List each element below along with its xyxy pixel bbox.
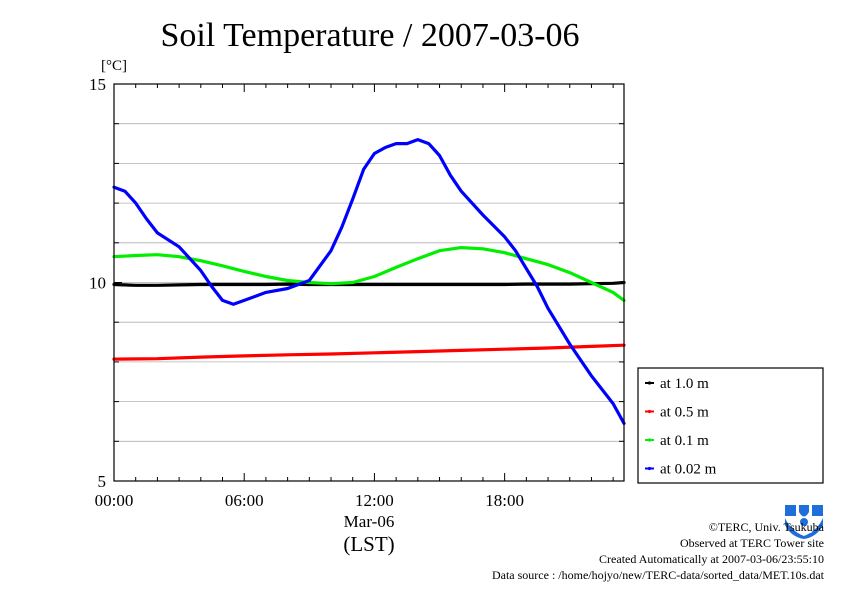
legend-label: at 0.5 m (660, 405, 709, 421)
x-unit-label: (LST) (343, 532, 394, 556)
created-text: Created Automatically at 2007-03-06/23:5… (599, 552, 824, 566)
x-tick-label: 00:00 (95, 491, 134, 510)
y-tick-label: 5 (98, 472, 107, 491)
logo-text: TERC (796, 529, 813, 535)
y-tick-label: 10 (89, 274, 106, 293)
series-line-at-1-0-m (112, 280, 626, 287)
legend-label: at 0.02 m (660, 462, 717, 478)
series-line-at-0-02-m (112, 138, 626, 425)
legend-marker (647, 381, 652, 385)
x-date-label: Mar-06 (344, 512, 395, 531)
legend-label: at 0.1 m (660, 433, 709, 449)
legend-marker (647, 409, 652, 414)
x-tick-label: 06:00 (225, 491, 264, 510)
series-lines (112, 138, 626, 425)
series-line-at-0-5-m (112, 343, 626, 361)
legend-marker (647, 466, 652, 471)
copyright-text: ©TERC, Univ. Tsukuba (708, 520, 824, 534)
series-line-at-0-1-m (112, 246, 626, 302)
legend-label: at 1.0 m (660, 376, 709, 392)
terc-logo-icon: TERC (783, 503, 825, 539)
data-source-text: Data source : /home/hojyo/new/TERC-data/… (491, 568, 824, 582)
x-tick-label: 12:00 (355, 491, 394, 510)
legend-box (637, 367, 824, 484)
x-tick-label: 18:00 (485, 491, 524, 510)
site-text: Observed at TERC Tower site (679, 536, 824, 550)
y-axis-label: [°C] (101, 58, 127, 74)
legend: at 1.0 m at 0.5 m at 0.1 m at 0.02 m (637, 367, 824, 484)
y-tick-label: 15 (89, 75, 106, 94)
grid-lines (114, 123, 624, 442)
credits-block: ©TERC, Univ. Tsukuba Observed at TERC To… (492, 519, 824, 583)
legend-marker (647, 438, 652, 442)
axis-ticks: 5 10 15 00:00 06:00 12:00 18:00 (89, 75, 624, 510)
chart-title: Soil Temperature / 2007-03-06 (160, 17, 579, 54)
